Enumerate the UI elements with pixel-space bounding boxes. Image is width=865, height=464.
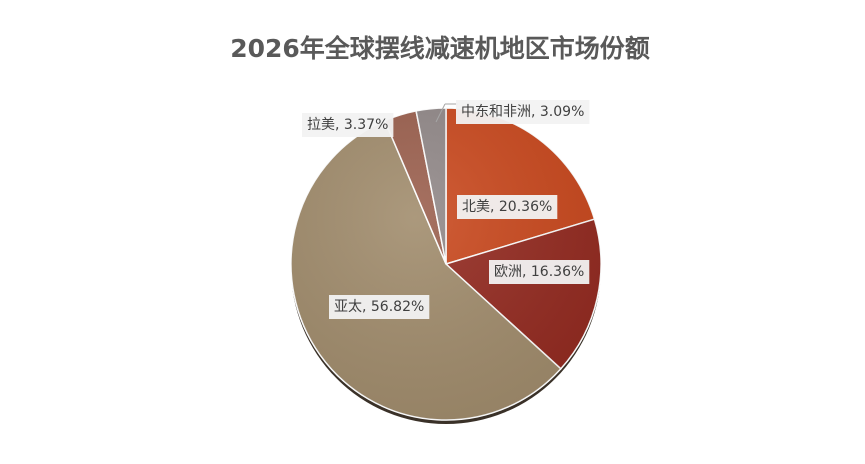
data-label-box (457, 195, 558, 219)
data-label: 拉美, 3.37% (307, 117, 388, 133)
data-label-value: , 56.82% (362, 299, 424, 315)
labels: 北美, 20.36% 欧洲, 16.36% 亚太, 56.82% 拉美, 3.37% 中… (302, 100, 590, 319)
chart-title: 2026年全球摆线减速机地区市场份额 (230, 34, 650, 63)
data-label-value: , 16.36% (522, 264, 584, 280)
data-label: 中东和非洲, 3.09% (461, 104, 584, 120)
data-label-box (329, 295, 430, 319)
data-label-box (302, 113, 394, 137)
data-label: 北美, 20.36% (462, 199, 552, 215)
data-label: 欧洲, 16.36% (494, 264, 584, 280)
data-label-box (456, 100, 590, 124)
data-label-box (489, 260, 590, 284)
data-label-category: 亚太 (334, 299, 362, 315)
data-label-value: , 3.09% (531, 104, 584, 120)
leader-line (435, 103, 446, 123)
data-label-category: 欧洲 (494, 264, 522, 280)
data-label: 亚太, 56.82% (334, 299, 424, 315)
data-label-category: 北美 (462, 199, 490, 215)
data-label-category: 拉美 (307, 117, 335, 133)
data-label-category: 中东和非洲 (461, 104, 531, 120)
data-label-value: , 20.36% (490, 199, 552, 215)
data-label-value: , 3.37% (335, 117, 388, 133)
